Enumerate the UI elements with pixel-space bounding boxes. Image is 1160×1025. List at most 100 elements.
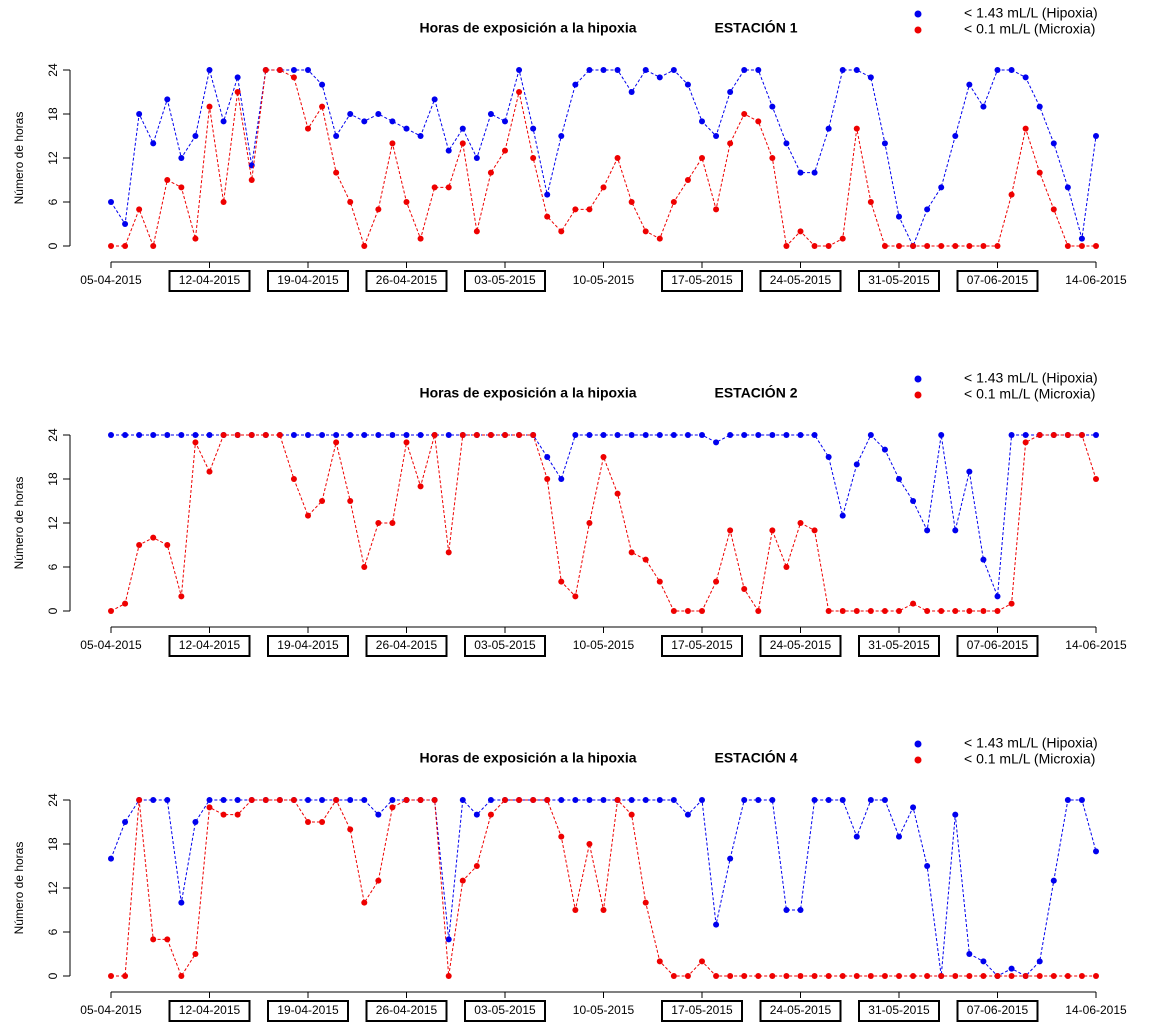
data-point [853, 67, 860, 73]
data-point [896, 973, 902, 979]
data-point [558, 476, 565, 482]
legend-marker [914, 26, 922, 34]
data-point [150, 140, 157, 147]
data-point [755, 797, 762, 803]
data-point [558, 833, 565, 840]
data-point [797, 907, 804, 913]
data-point [445, 147, 452, 154]
data-point [319, 819, 326, 825]
x-tick-label: 03-05-2015 [474, 273, 536, 287]
data-point [1093, 432, 1099, 438]
data-point [473, 811, 480, 818]
data-point [769, 103, 776, 110]
data-point [361, 243, 368, 249]
data-point [220, 118, 227, 125]
data-point [684, 81, 691, 88]
data-point [530, 797, 537, 803]
data-point [1064, 184, 1071, 191]
x-tick-box [858, 270, 940, 292]
data-point [375, 111, 382, 117]
legend-marker [914, 740, 922, 748]
data-point [910, 243, 917, 249]
data-point [839, 797, 846, 803]
data-point [839, 608, 846, 614]
data-point [783, 564, 790, 570]
data-point [164, 96, 171, 103]
x-tick-label: 07-06-2015 [967, 1003, 1029, 1017]
data-point [389, 804, 396, 811]
x-tick-box [661, 1000, 743, 1022]
x-tick-label: 12-04-2015 [179, 638, 241, 652]
data-point [558, 228, 565, 235]
x-tick-label: 19-04-2015 [277, 1003, 339, 1017]
data-point [333, 169, 340, 176]
data-point [811, 973, 818, 979]
data-point [206, 432, 213, 438]
x-tick-label: 12-04-2015 [179, 273, 241, 287]
data-point [347, 826, 354, 833]
data-point [670, 199, 677, 205]
data-point [431, 797, 438, 803]
data-point [727, 527, 734, 534]
data-point [755, 608, 762, 614]
data-point [319, 498, 326, 504]
x-tick-box [661, 270, 743, 292]
data-point [910, 498, 917, 504]
data-point [628, 549, 635, 556]
data-point [544, 454, 551, 460]
data-point [487, 169, 494, 176]
x-tick-box [267, 635, 349, 657]
data-point [713, 578, 720, 585]
data-point [825, 125, 832, 132]
x-tick-box [267, 1000, 349, 1022]
data-point [305, 125, 311, 132]
x-tick-label: 17-05-2015 [671, 273, 733, 287]
data-point [206, 797, 213, 803]
data-point [1008, 973, 1015, 979]
y-tick-label: 12 [46, 881, 60, 895]
data-point [656, 235, 663, 242]
y-tick-label: 24 [46, 428, 60, 442]
y-tick-label: 0 [46, 972, 60, 979]
series-line [111, 69, 1096, 248]
x-tick-label: 14-06-2015 [1065, 638, 1127, 652]
data-point [375, 206, 382, 213]
data-point [445, 973, 452, 979]
data-point [164, 936, 171, 943]
data-point [403, 797, 410, 803]
data-point [389, 520, 396, 526]
data-point [938, 608, 945, 614]
y-axis-label: Número de horas [12, 477, 26, 570]
data-point [952, 133, 959, 139]
data-point [1093, 848, 1099, 855]
data-point [108, 973, 114, 979]
data-point [670, 67, 677, 73]
data-point [600, 454, 607, 460]
data-point [136, 542, 143, 548]
data-point [389, 140, 396, 147]
data-point [122, 600, 129, 607]
data-point [628, 432, 635, 438]
data-point [262, 797, 269, 803]
y-tick-label: 12 [46, 151, 60, 165]
x-tick-box [365, 1000, 448, 1022]
data-point [206, 67, 213, 73]
data-point [1050, 206, 1057, 213]
data-point [502, 432, 508, 438]
x-tick-label: 07-06-2015 [967, 273, 1029, 287]
data-point [628, 199, 635, 205]
data-point [122, 432, 129, 438]
data-point [530, 155, 537, 161]
data-point [980, 973, 987, 979]
data-point [924, 608, 931, 614]
data-point [347, 797, 354, 803]
legend-label: < 0.1 mL/L (Microxia) [964, 751, 1095, 767]
y-axis-label: Número de horas [12, 842, 26, 935]
data-point [431, 432, 438, 438]
legend-label: < 1.43 mL/L (Hipoxia) [964, 735, 1098, 751]
data-point [684, 811, 691, 818]
data-point [1078, 797, 1085, 803]
data-point [896, 213, 902, 220]
x-tick-label: 24-05-2015 [770, 1003, 832, 1017]
data-point [319, 103, 326, 110]
